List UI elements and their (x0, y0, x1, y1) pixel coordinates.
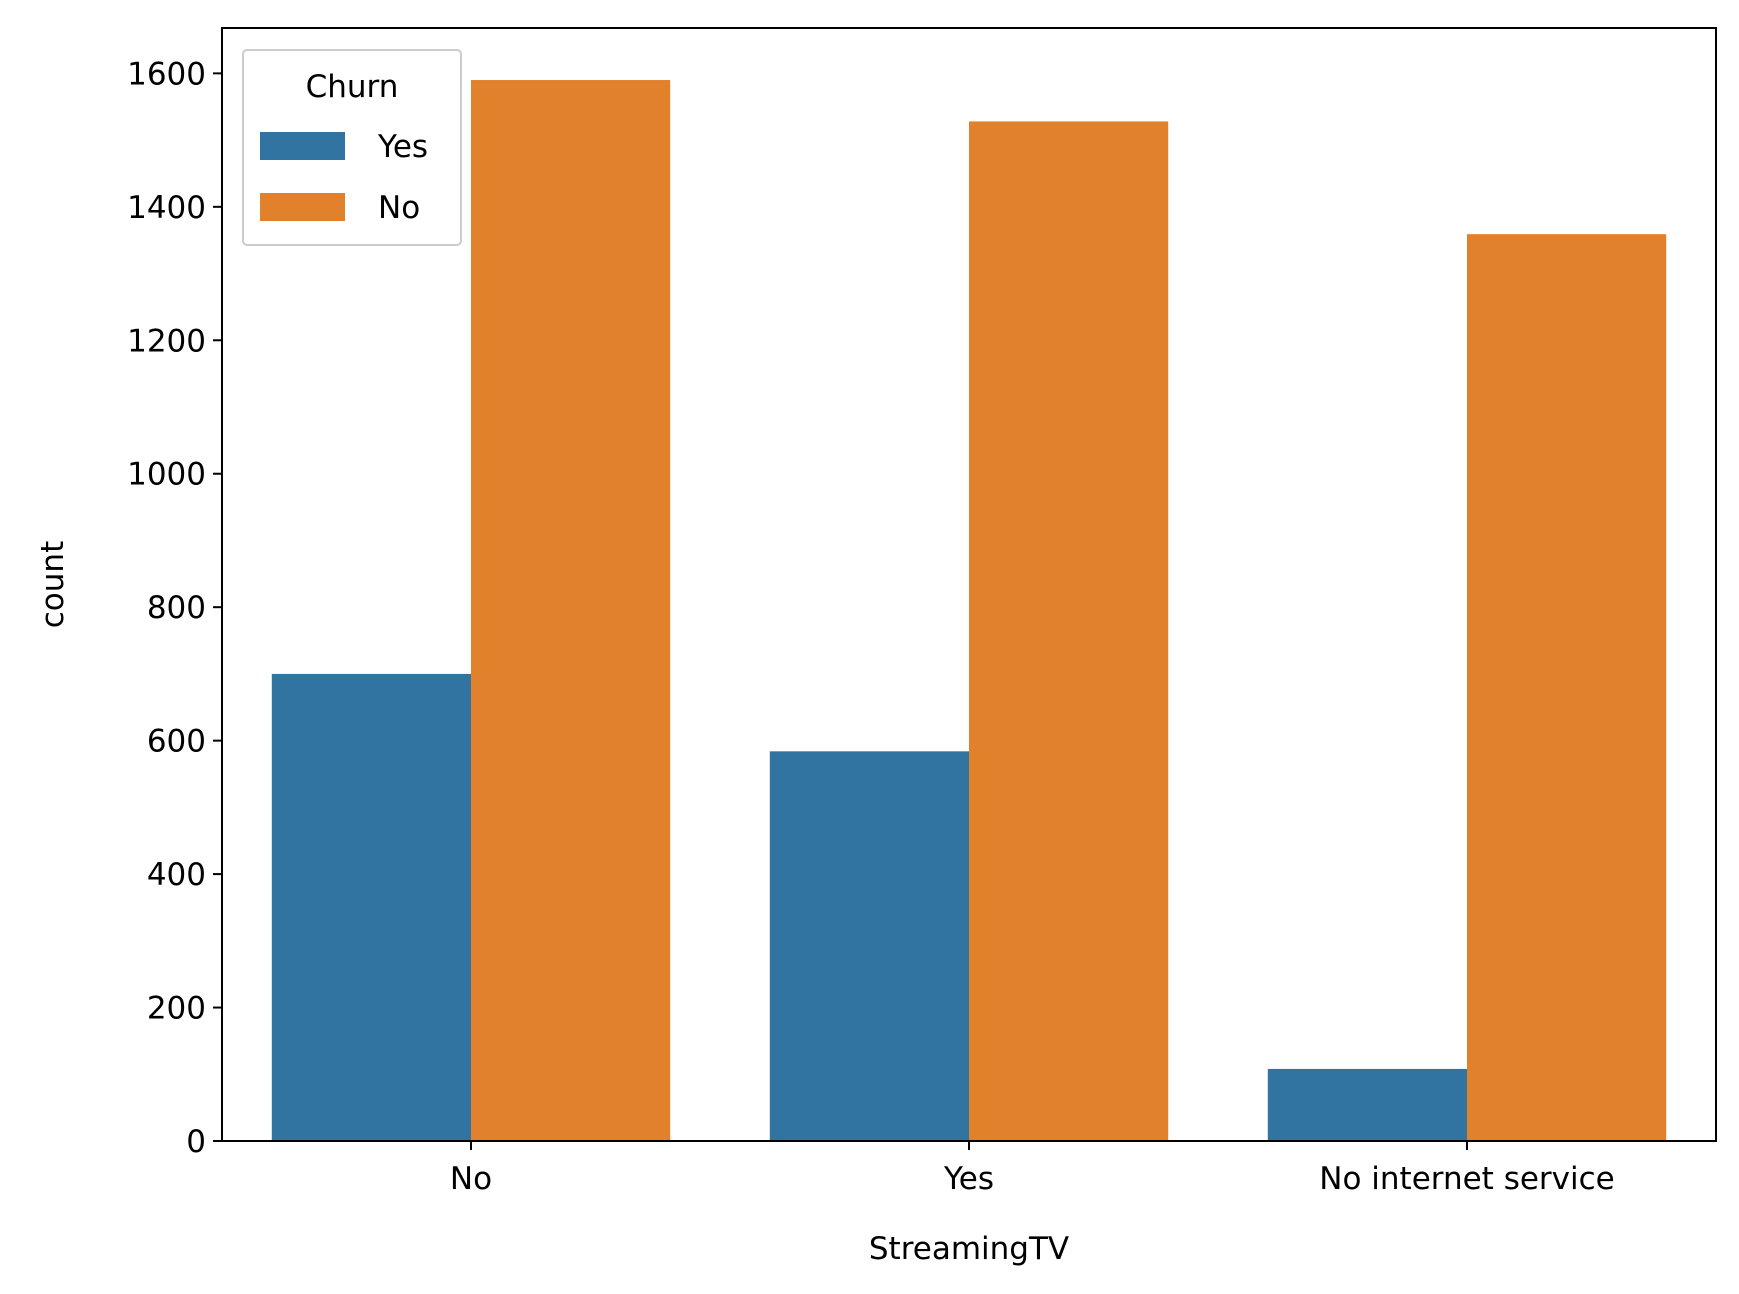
y-tick-label: 200 (147, 991, 206, 1027)
x-axis-ticks: No Yes No internet service (450, 1141, 1615, 1197)
x-tick-label: No internet service (1319, 1161, 1614, 1197)
y-tick-label: 1600 (127, 56, 206, 92)
y-tick-label: 800 (147, 590, 206, 626)
bars-group (271, 80, 1667, 1142)
bar-yes-3 (1267, 1068, 1467, 1141)
y-tick-label: 1400 (127, 190, 206, 226)
x-axis-label: StreamingTV (869, 1231, 1069, 1267)
bar-no-3 (1467, 234, 1667, 1142)
legend-items: Yes No (260, 129, 428, 226)
y-tick-label: 1000 (127, 457, 206, 493)
legend-swatch-yes (260, 132, 345, 160)
y-axis-label: count (35, 541, 71, 628)
legend-label-no: No (378, 190, 420, 226)
y-tick-label: 600 (147, 724, 206, 760)
x-tick-label: No (450, 1161, 492, 1197)
legend-label-yes: Yes (377, 129, 428, 165)
bar-no-1 (471, 80, 671, 1142)
legend: Churn Yes No (242, 49, 462, 246)
y-axis-ticks: 0 200 400 600 800 1000 1200 1400 1600 (127, 56, 222, 1160)
bar-yes-1 (271, 673, 471, 1141)
y-tick-label: 1200 (127, 323, 206, 359)
bar-no-2 (969, 121, 1169, 1142)
bar-yes-2 (769, 751, 969, 1141)
y-tick-label: 400 (147, 857, 206, 893)
plot-frame (221, 27, 1717, 1142)
legend-swatch-no (260, 193, 345, 221)
y-tick-label: 0 (186, 1124, 206, 1160)
x-tick-label: Yes (943, 1161, 994, 1197)
legend-title: Churn (306, 69, 399, 105)
